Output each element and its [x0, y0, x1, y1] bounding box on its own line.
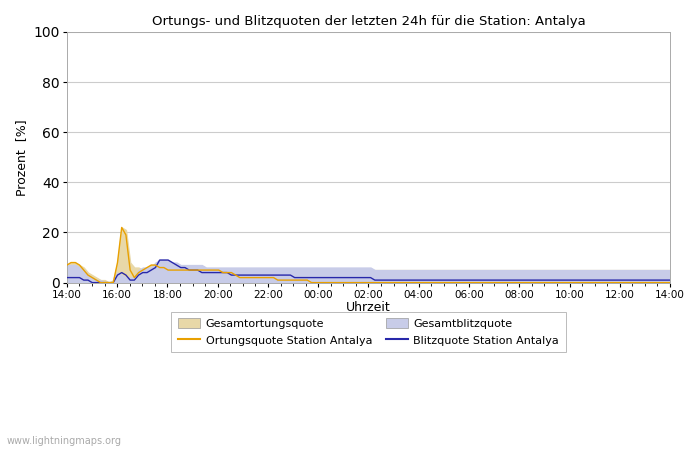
Title: Ortungs- und Blitzquoten der letzten 24h für die Station: Antalya: Ortungs- und Blitzquoten der letzten 24h…: [152, 15, 585, 28]
Legend: Gesamtortungsquote, Ortungsquote Station Antalya, Gesamtblitzquote, Blitzquote S: Gesamtortungsquote, Ortungsquote Station…: [172, 312, 566, 352]
Y-axis label: Prozent  [%]: Prozent [%]: [15, 119, 28, 196]
X-axis label: Uhrzeit: Uhrzeit: [346, 301, 391, 314]
Text: www.lightningmaps.org: www.lightningmaps.org: [7, 436, 122, 446]
